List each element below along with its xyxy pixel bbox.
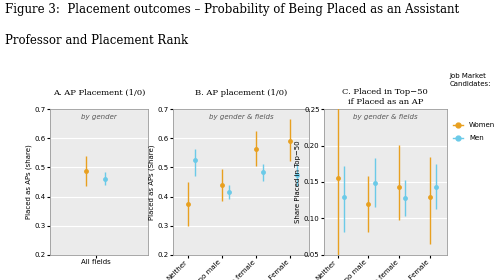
Legend: Women, Men: Women, Men: [449, 119, 497, 144]
Text: by gender & fields: by gender & fields: [208, 114, 273, 120]
Y-axis label: Placed as APs (Share): Placed as APs (Share): [148, 144, 155, 220]
Title: B. AP placement (1/0): B. AP placement (1/0): [194, 89, 287, 97]
Text: by gender & fields: by gender & fields: [352, 114, 417, 120]
Y-axis label: Placed as APs (share): Placed as APs (share): [26, 145, 32, 219]
Text: Professor and Placement Rank: Professor and Placement Rank: [5, 34, 188, 46]
Title: C. Placed in Top−50
if Placed as an AP: C. Placed in Top−50 if Placed as an AP: [342, 88, 427, 106]
Title: A. AP Placement (1/0): A. AP Placement (1/0): [53, 89, 145, 97]
Text: by gender: by gender: [81, 114, 117, 120]
Y-axis label: Share Placed in Top−50: Share Placed in Top−50: [295, 141, 301, 223]
Text: Figure 3:  Placement outcomes – Probability of Being Placed as an Assistant: Figure 3: Placement outcomes – Probabili…: [5, 3, 458, 16]
Text: Job Market
Candidates:: Job Market Candidates:: [448, 73, 490, 87]
